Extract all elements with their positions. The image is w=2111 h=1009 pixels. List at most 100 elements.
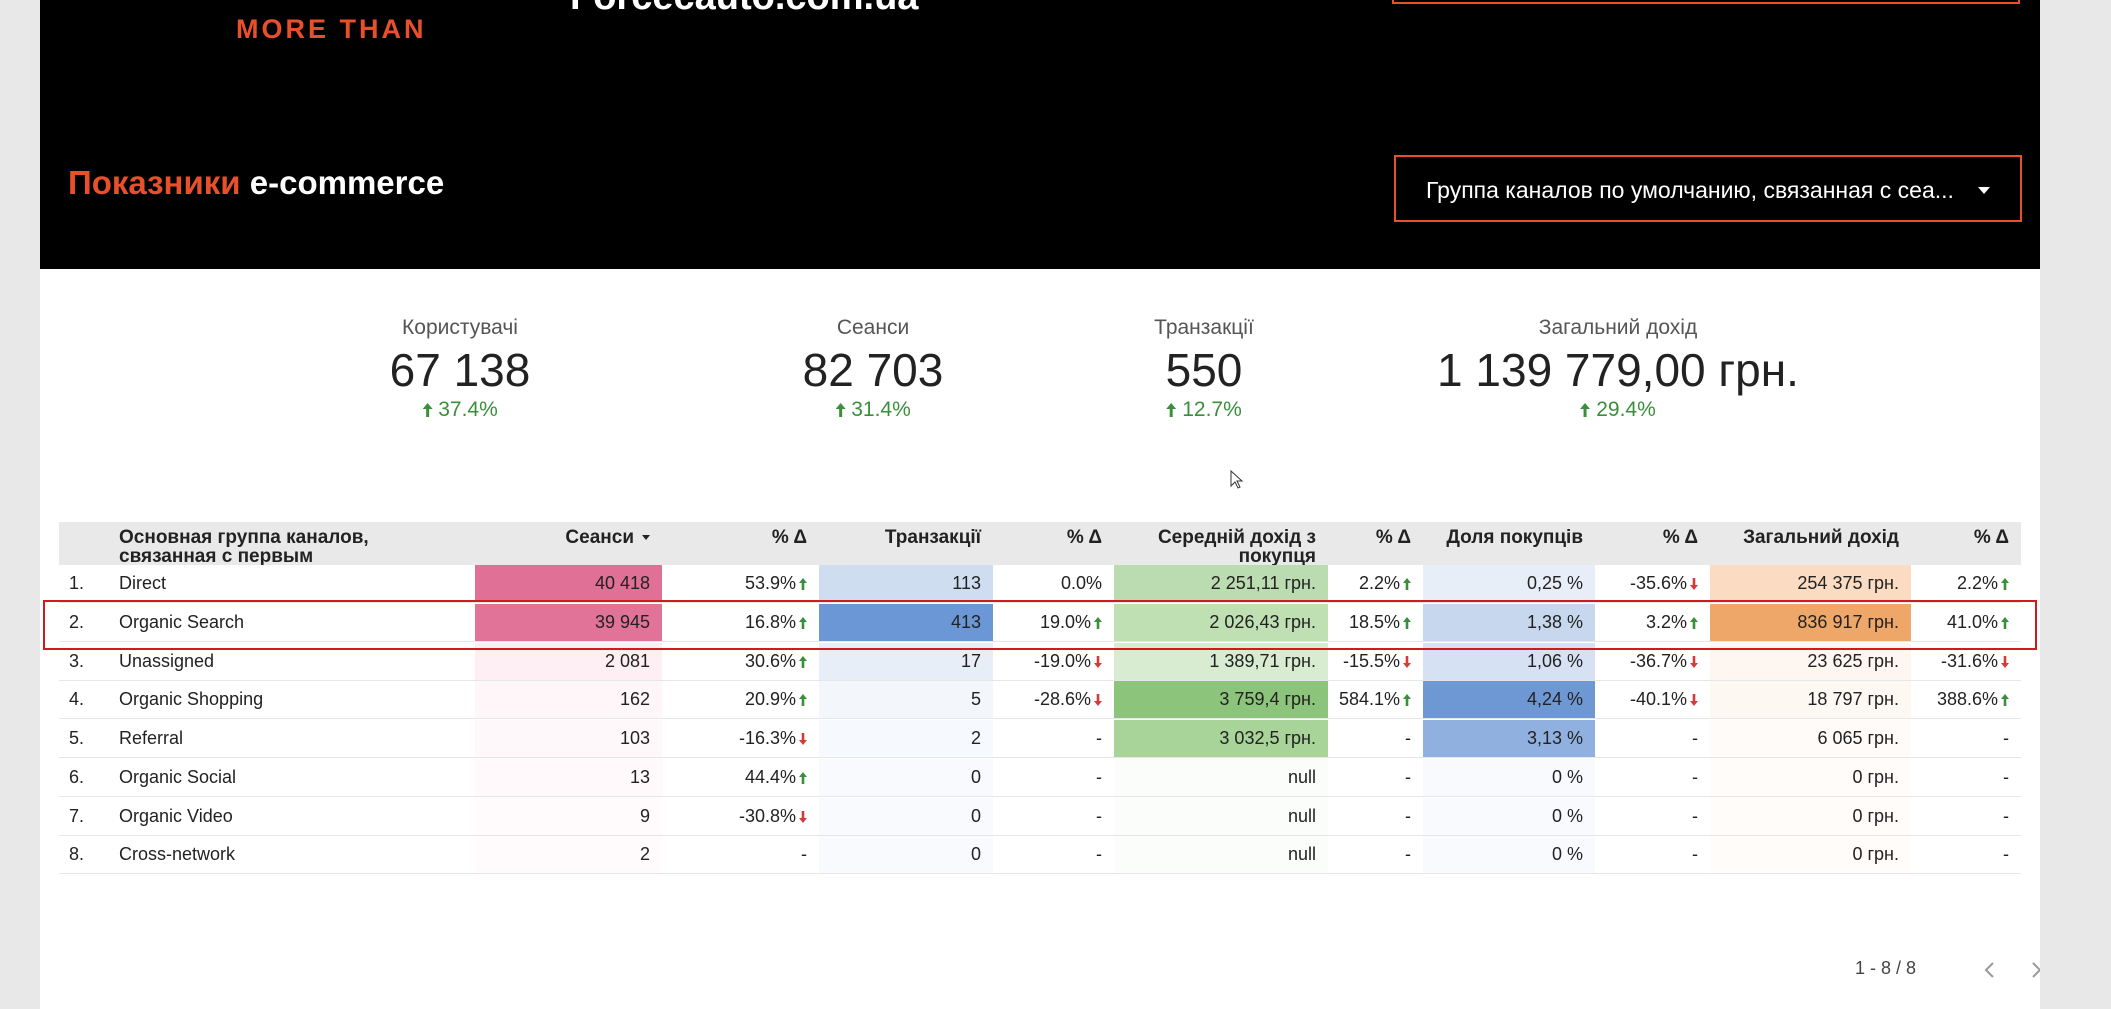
cell-text: - (2003, 844, 2009, 864)
table-row[interactable]: 8. Cross-network 2 - 0 - null - 0 % - 0 грн. - (59, 836, 2021, 874)
cell-sessions: 162 (475, 681, 662, 718)
arrow-down-icon (1094, 694, 1102, 706)
cell-rev-d: - (1911, 720, 2021, 757)
cell-text: 2 081 (604, 651, 650, 671)
col-header-purchase-share[interactable]: Доля покупців (1446, 527, 1583, 548)
cell-text: Referral (119, 728, 184, 748)
cell-text: 0 % (1551, 767, 1583, 787)
section-title: Показники e-commerce (68, 164, 444, 202)
kpi-delta: 12.7% (1154, 398, 1254, 422)
cell-share: 0 % (1423, 798, 1595, 835)
col-header-total-revenue-delta[interactable]: % Δ (1973, 527, 2009, 548)
col-header-avg-revenue-delta[interactable]: % Δ (1375, 527, 1411, 548)
cell-text: 7. (69, 806, 85, 826)
chevron-right-icon[interactable] (2026, 958, 2040, 982)
cell-trans: 0 (819, 836, 993, 873)
arrow-up-icon (799, 578, 807, 590)
cell-text: 53.9% (744, 573, 796, 593)
cell-share: 4,24 % (1423, 681, 1595, 718)
cell-text: 3,13 % (1526, 728, 1583, 748)
cell-text: Unassigned (119, 651, 215, 671)
cell-channel: Organic Shopping (119, 681, 475, 718)
col-header-purchase-share-delta[interactable]: % Δ (1662, 527, 1698, 548)
cell-text: null (1287, 767, 1316, 787)
arrow-down-icon (2001, 656, 2009, 668)
table-row[interactable]: 7. Organic Video 9 -30.8% 0 - null - 0 % - 0 грн. - (59, 798, 2021, 836)
cell-text: 6. (69, 767, 85, 787)
cell-idx: 8. (59, 836, 119, 873)
cell-text: 19.0% (1039, 612, 1091, 632)
cell-channel: Cross-network (119, 836, 475, 873)
logo-tagline: MORE THAN (236, 14, 427, 44)
kpi-value: 1 139 779,00 грн. (1437, 344, 1799, 396)
cell-idx: 5. (59, 720, 119, 757)
cell-text: 40 418 (594, 573, 650, 593)
cell-share: 1,38 % (1423, 604, 1595, 641)
cell-text: Organic Shopping (119, 689, 264, 709)
table-row[interactable]: 6. Organic Social 13 44.4% 0 - null - 0 % - 0 грн.… (59, 759, 2021, 797)
arrow-down-icon (799, 733, 807, 745)
cell-text: 23 625 грн. (1807, 651, 1899, 671)
col-header-sessions[interactable]: Сеанси (475, 522, 662, 565)
table-row[interactable]: 3. Unassigned 2 081 30.6% 17 -19.0% 1 389,71 г… (59, 643, 2021, 681)
table-row[interactable]: 5. Referral 103 -16.3% 2 - 3 032,5 грн. - 3,13 %… (59, 720, 2021, 758)
col-header-total-revenue[interactable]: Загальний дохід (1743, 527, 1899, 548)
cell-share-d: - (1595, 836, 1710, 873)
cell-avg-d: - (1328, 720, 1423, 757)
cell-rev-d: -31.6% (1911, 643, 2021, 680)
top-filter-control[interactable] (1392, 0, 2020, 4)
kpi-delta-value: 12.7% (1182, 398, 1242, 421)
arrow-up-icon (799, 772, 807, 784)
kpi-label: Користувачі (402, 316, 518, 339)
cell-rev: 0 грн. (1710, 759, 1911, 796)
cell-idx: 4. (59, 681, 119, 718)
col-header-sessions-delta[interactable]: % Δ (771, 527, 807, 548)
arrow-down-icon (1403, 656, 1411, 668)
col-header-avg-revenue[interactable]: Середній дохід з покупця (1157, 527, 1316, 565)
cell-text: -19.0% (1033, 651, 1091, 671)
cell-text: 39 945 (594, 612, 650, 632)
cell-text: Organic Social (119, 767, 237, 787)
cell-trans: 113 (819, 565, 993, 602)
cell-rev-d: 41.0% (1911, 604, 2021, 641)
cell-text: 18 797 грн. (1807, 689, 1899, 709)
arrow-down-icon (1690, 656, 1698, 668)
arrow-up-icon (2001, 578, 2009, 590)
cell-avg-d: 584.1% (1328, 681, 1423, 718)
cell-text: 2 (639, 844, 650, 864)
cell-share: 1,06 % (1423, 643, 1595, 680)
cell-text: - (1692, 767, 1698, 787)
cell-rev: 836 917 грн. (1710, 604, 1911, 641)
cell-rev-d: 2.2% (1911, 565, 2021, 602)
arrow-up-icon (2001, 617, 2009, 629)
cell-trans-d: - (993, 720, 1114, 757)
cell-text: 0 грн. (1852, 844, 1899, 864)
cell-text: 254 375 грн. (1797, 573, 1899, 593)
cell-share-d: -40.1% (1595, 681, 1710, 718)
cell-avg: 2 026,43 грн. (1114, 604, 1328, 641)
col-header-channel[interactable]: Основная группа каналов, связанная с пер… (119, 527, 369, 565)
table-row[interactable]: 4. Organic Shopping 162 20.9% 5 -28.6% 3 759,4… (59, 681, 2021, 719)
cell-share: 0 % (1423, 836, 1595, 873)
cell-trans-d: -28.6% (993, 681, 1114, 718)
cell-text: - (1692, 844, 1698, 864)
col-header-transactions[interactable]: Транзакції (884, 527, 981, 548)
cell-share: 0 % (1423, 759, 1595, 796)
table-row[interactable]: 1. Direct 40 418 53.9% 113 0.0% 2 251,11 грн. 2… (59, 565, 2021, 603)
chevron-left-icon[interactable] (1980, 958, 2000, 982)
col-header-transactions-delta[interactable]: % Δ (1066, 527, 1102, 548)
cell-text: 3.2% (1645, 612, 1687, 632)
cell-text: 2.2% (1358, 573, 1400, 593)
arrow-down-icon (1690, 578, 1698, 590)
cell-text: null (1287, 844, 1316, 864)
cell-text: 836 917 грн. (1797, 612, 1899, 632)
cell-text: 8. (69, 844, 85, 864)
cell-share-d: - (1595, 798, 1710, 835)
cell-rev-d: 388.6% (1911, 681, 2021, 718)
cell-sessions-d: 44.4% (662, 759, 819, 796)
cell-text: Organic Video (119, 806, 233, 826)
table-row[interactable]: 2. Organic Search 39 945 16.8% 413 19.0% 2 026… (59, 604, 2021, 642)
channel-group-dropdown[interactable]: Группа каналов по умолчанию, связанная с… (1394, 155, 2022, 222)
cell-channel: Organic Social (119, 759, 475, 796)
cell-trans-d: - (993, 798, 1114, 835)
